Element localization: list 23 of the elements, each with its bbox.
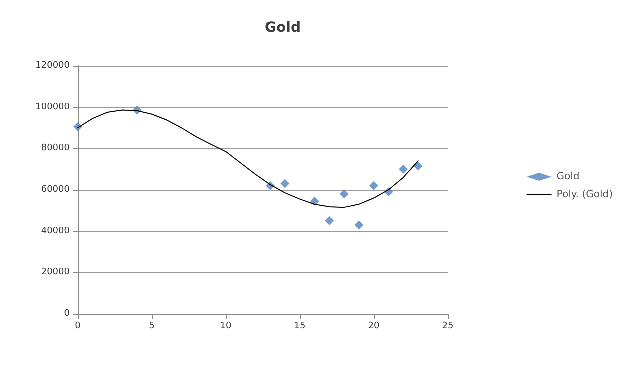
chart-title: Gold <box>265 20 301 36</box>
y-tick-label: 100000 <box>36 102 70 112</box>
y-tick-label: 120000 <box>36 61 70 71</box>
x-tick-label: 25 <box>442 322 454 332</box>
point <box>325 216 334 226</box>
x-tick-label: 10 <box>220 322 232 332</box>
y-tick-label: 20000 <box>41 268 70 278</box>
y-tick-label: 40000 <box>41 226 70 236</box>
x-tick-label: 0 <box>75 322 82 332</box>
point <box>354 220 364 230</box>
x-tick-label: 20 <box>368 322 380 332</box>
x-tick-label: 15 <box>294 322 306 332</box>
point <box>414 162 423 171</box>
legend-label: Poly. (Gold) <box>556 190 614 200</box>
y-tick-label: 80000 <box>41 144 70 154</box>
x-tick-label: 5 <box>149 322 155 332</box>
y-tick-label: 0 <box>64 309 70 319</box>
y-tick-label: 60000 <box>41 185 70 195</box>
point <box>280 179 290 188</box>
legend-label: Gold <box>556 172 580 182</box>
point <box>370 181 378 190</box>
point <box>340 190 349 199</box>
point <box>399 164 408 174</box>
